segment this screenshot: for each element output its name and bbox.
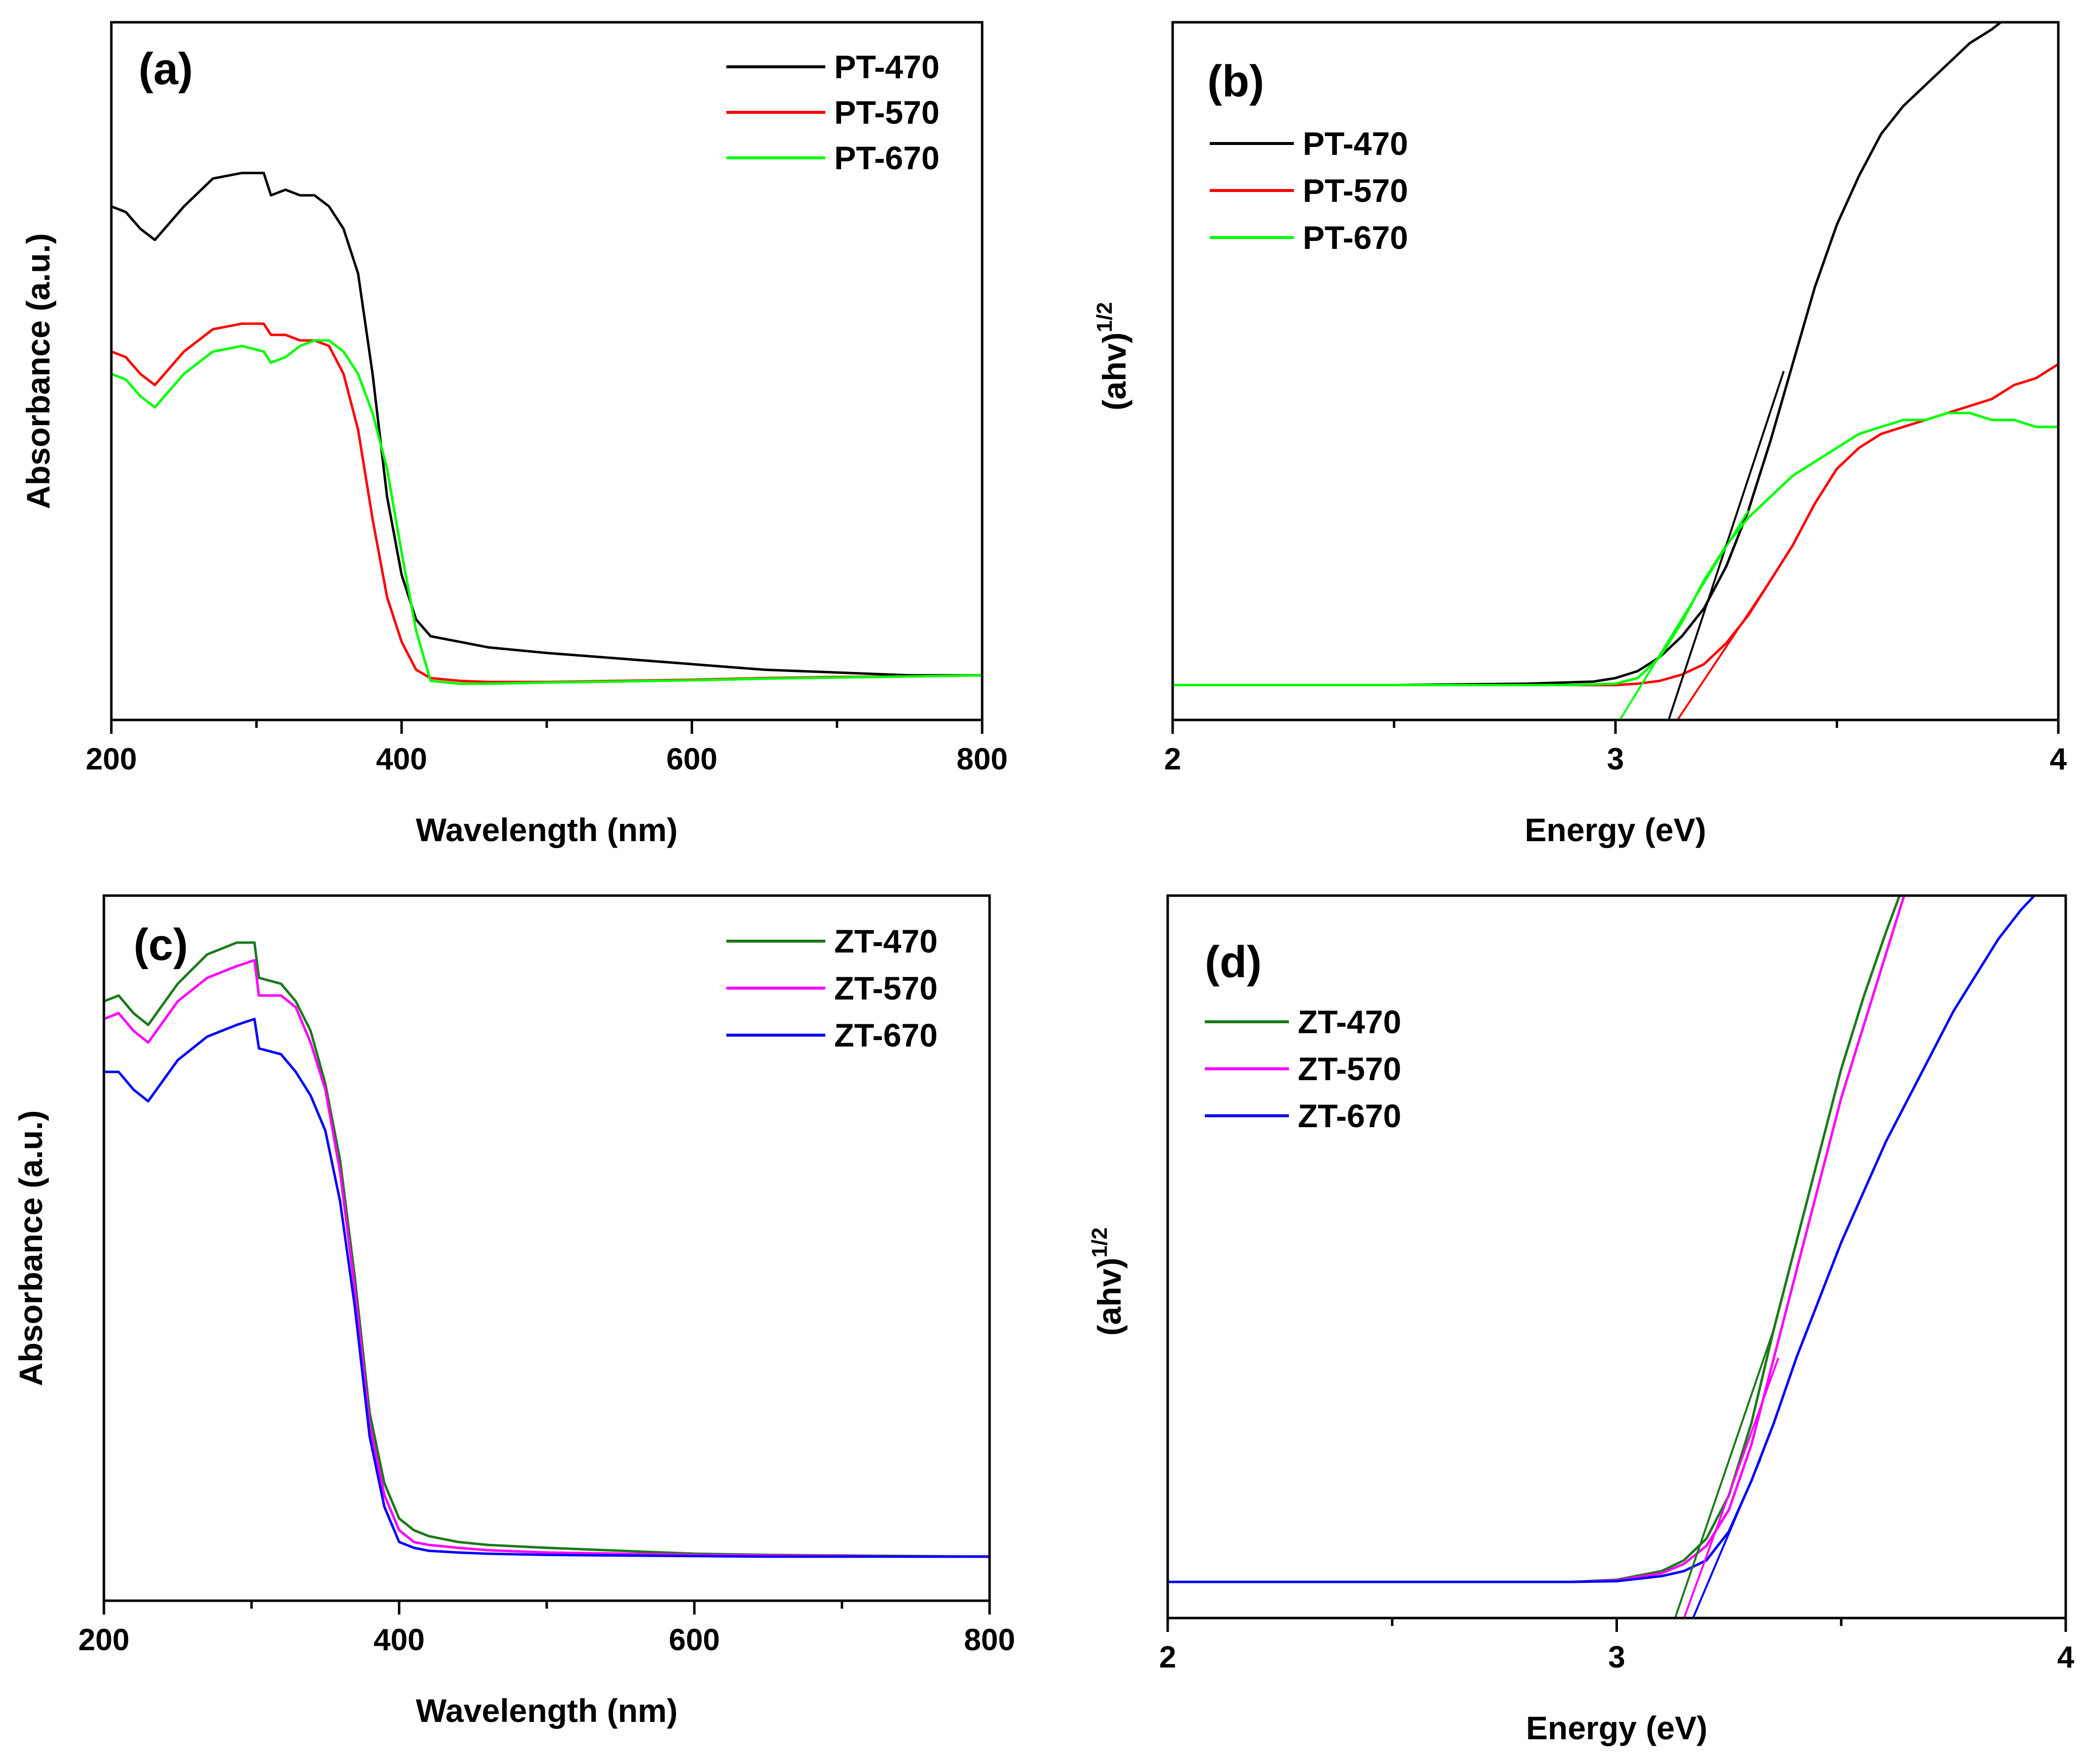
x-tick-label: 2 [1159,1640,1176,1674]
legend-label-zt-670: ZT-670 [834,1017,938,1053]
x-tick-label: 400 [374,1623,425,1657]
legend: ZT-470 ZT-570 ZT-670 [726,923,938,1053]
tangent-fit-line [1674,1329,1775,1618]
series-line-zt-470 [1168,896,1901,1583]
series-line-pt-670 [1173,412,2058,686]
x-tick-label: 4 [2050,742,2067,776]
series-line-zt-470 [104,941,990,1558]
legend-label-zt-470: ZT-470 [1298,1003,1401,1040]
legend-label-zt-670: ZT-670 [1298,1097,1401,1134]
x-tick-label: 800 [956,742,1007,776]
x-tick-label: 200 [86,742,137,776]
panel-a: 200 400 600 800 Wavelength (nm) Absorbance (a… [20,21,1008,848]
series-line-zt-570 [1168,896,1905,1583]
tangent-fit-line [1619,510,1750,720]
x-axis-label: Wavelength (nm) [416,811,677,848]
legend-label-pt-570: PT-570 [834,94,940,131]
series-line-zt-670 [1168,896,2036,1583]
x-tick-label: 3 [1608,1640,1625,1674]
tangent-fit-line [1676,579,1771,720]
y-axis-label: (ahv)1/2 [1088,1228,1128,1336]
x-axis-label: Wavelength (nm) [416,1692,677,1729]
legend-label-zt-570: ZT-570 [1298,1050,1401,1087]
x-tick-label: 400 [376,742,427,776]
panel-c: 200 400 600 800 Wavelength (nm) Absorbance (a… [12,894,1015,1729]
series-line-pt-570 [1173,363,2058,686]
tangent-fit-line [1692,1459,1761,1618]
plot-area-c [104,941,990,1558]
x-tick-label: 2 [1164,742,1181,776]
series-line-pt-670 [111,339,982,685]
x-tick-label: 800 [964,1623,1015,1657]
y-axis-label: Absorbance (a.u.) [20,233,56,509]
panel-label: (b) [1207,57,1264,106]
series-line-pt-570 [111,322,982,683]
plot-area-d [1168,896,2036,1618]
x-tick-label: 200 [78,1623,129,1657]
series-line-pt-470 [111,172,982,677]
legend-label-zt-570: ZT-570 [834,970,938,1006]
legend-label-pt-670: PT-670 [1303,219,1408,256]
series-line-zt-670 [104,1017,990,1558]
y-axis-label: (ahv)1/2 [1092,302,1133,411]
legend: ZT-470 ZT-570 ZT-670 [1205,1003,1401,1134]
x-axis-label: Energy (eV) [1525,811,1707,848]
legend-label-pt-570: PT-570 [1303,172,1408,209]
x-tick-label: 3 [1607,742,1624,776]
x-tick-label: 600 [669,1623,720,1657]
legend-label-pt-470: PT-470 [1303,125,1408,162]
series-line-pt-470 [1173,22,2002,686]
panel-label: (c) [134,920,188,970]
series-line-zt-570 [104,959,990,1558]
x-tick-label: 600 [666,742,717,776]
tangent-fit-line [1683,1357,1780,1618]
x-axis-label: Energy (eV) [1526,1710,1708,1746]
x-tick-label: 4 [2057,1640,2075,1674]
panel-label: (d) [1205,938,1262,987]
legend: PT-470 PT-570 PT-670 [1210,125,1408,256]
plot-area-a [111,172,982,685]
y-axis-label: Absorbance (a.u.) [12,1110,49,1386]
legend-label-pt-470: PT-470 [834,48,940,85]
legend-label-pt-670: PT-670 [834,140,940,176]
panel-label: (a) [139,45,193,94]
legend: PT-470 PT-570 PT-670 [726,48,940,176]
legend-label-zt-470: ZT-470 [834,923,938,959]
plot-area-b [1173,22,2058,720]
